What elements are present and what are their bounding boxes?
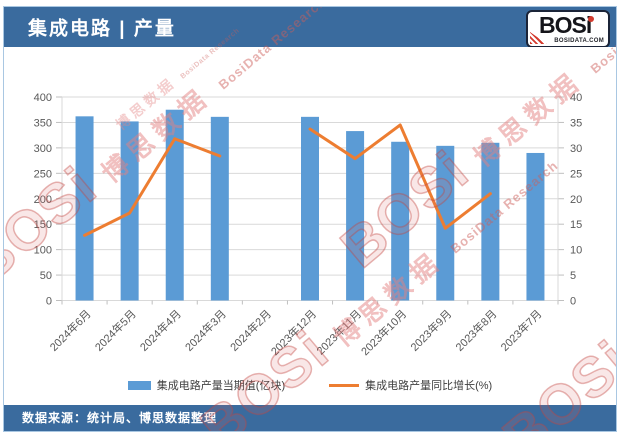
legend-item-bar-series: 集成电路产量当期值(亿块): [127, 377, 286, 393]
x-axis-label: 2024年3月: [182, 307, 229, 354]
legend-item-line-series: 集成电路产量同比增长(%): [329, 377, 492, 393]
left-axis-label: 300: [34, 143, 52, 155]
left-axis-label: 200: [34, 194, 52, 206]
chart-panel: 0 50 100 150 200 250 300 350 400 0 5 10 15 20 25 30 35 40…: [4, 47, 616, 405]
x-axis-label: 2024年6月: [47, 307, 94, 354]
x-axis-label: 2023年10月: [358, 307, 409, 358]
data-source: 数据来源：统计局、博思数据整理: [22, 411, 218, 425]
bar-2023年7月: [526, 152, 545, 301]
chart-legend: 集成电路产量当期值(亿块) 集成电路产量同比增长(%): [4, 377, 616, 393]
bar-series-swatch-icon: [127, 380, 151, 390]
left-axis-label: 50: [40, 270, 52, 282]
bar-2023年10月: [391, 141, 410, 301]
left-axis-label: 0: [46, 296, 52, 308]
right-axis-label: 10: [570, 245, 582, 257]
legend-label-line-series: 集成电路产量同比增长(%): [365, 380, 493, 392]
x-axis-label: 2023年12月: [268, 307, 319, 358]
left-axis-label: 250: [34, 168, 52, 180]
bar-2023年9月: [436, 145, 455, 301]
right-axis-label: 5: [570, 270, 576, 282]
bar-2023年8月: [481, 142, 500, 301]
right-axis-label: 0: [570, 296, 576, 308]
right-axis-label: 40: [570, 92, 582, 104]
right-axis-label: 30: [570, 143, 582, 155]
bosi-logo: BOSi BOSIDATA.COM: [526, 10, 610, 48]
right-axis-label: 15: [570, 219, 582, 231]
left-axis-label: 400: [34, 92, 52, 104]
x-axis-label: 2024年4月: [137, 307, 184, 354]
right-axis-label: 35: [570, 117, 582, 129]
x-axis-label: 2024年5月: [92, 307, 139, 354]
x-axis-label: 2023年7月: [497, 307, 544, 354]
legend-label-bar-series: 集成电路产量当期值(亿块): [156, 380, 286, 392]
x-axis-label: 2023年9月: [407, 307, 454, 354]
bar-2023年12月: [301, 116, 319, 301]
page-title: 集成电路 | 产量: [28, 18, 176, 40]
right-axis-label: 25: [570, 168, 582, 180]
left-axis-label: 350: [34, 117, 52, 129]
logo-text: BOSi: [539, 12, 592, 38]
logo-red-dot-icon: [588, 16, 594, 22]
line-series-swatch-icon: [329, 383, 360, 387]
x-axis-label: 2024年2月: [227, 307, 274, 354]
logo-subtext: BOSIDATA.COM: [554, 38, 604, 44]
right-axis-label: 20: [570, 194, 582, 206]
bar-2024年3月: [210, 116, 229, 301]
report-card: 集成电路 | 产量 BOSi BOSIDATA.COM 0 50 100 150 200…: [3, 6, 617, 432]
combo-chart: 0 50 100 150 200 250 300 350 400 0 5 10 15 20 25 30 35 40…: [34, 92, 583, 358]
x-axis-label: 2023年11月: [313, 307, 364, 358]
left-axis-label: 100: [34, 245, 52, 257]
left-axis-label: 150: [34, 219, 52, 231]
header-bar: 集成电路 | 产量 BOSi BOSIDATA.COM: [4, 7, 616, 48]
x-axis-label: 2023年8月: [452, 307, 499, 354]
footer-bar: 数据来源：统计局、博思数据整理: [4, 405, 616, 431]
bar-2024年4月: [165, 109, 184, 301]
growth-line: [308, 123, 492, 230]
bar-2024年6月: [75, 116, 94, 301]
bar-2023年11月: [346, 131, 365, 301]
growth-line: [83, 137, 222, 237]
